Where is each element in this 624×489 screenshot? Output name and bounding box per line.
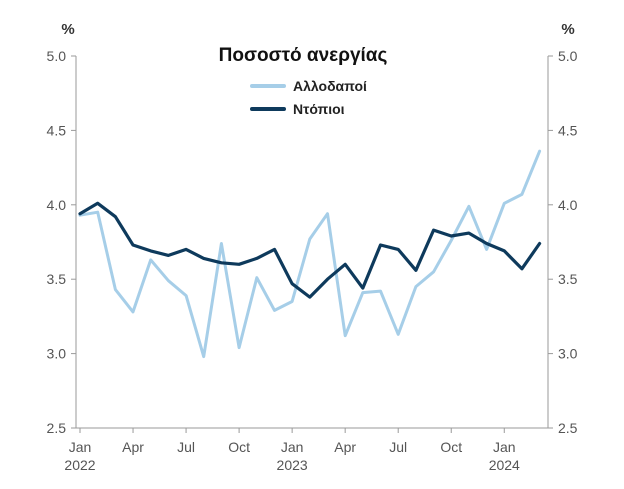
right-axis-unit: % xyxy=(561,21,574,38)
series-line-foreigners xyxy=(78,149,542,359)
x-tick-label: Oct xyxy=(228,439,250,455)
legend-label-foreigners: Αλλοδαποί xyxy=(293,78,367,94)
x-tick-label: Jul xyxy=(389,439,407,455)
right-axis-ticks: 2.5 3.0 3.5 4.0 4.5 5.0 xyxy=(548,48,578,436)
right-tick-label: 3.0 xyxy=(558,346,578,362)
x-year-label: 2022 xyxy=(64,457,95,473)
left-axis-unit: % xyxy=(61,21,74,38)
x-tick-label: Oct xyxy=(440,439,462,455)
left-tick-label: 3.0 xyxy=(47,346,67,362)
right-tick-label: 2.5 xyxy=(558,420,578,436)
right-tick-label: 5.0 xyxy=(558,48,578,64)
x-year-label: 2023 xyxy=(277,457,308,473)
x-tick-label: Jul xyxy=(177,439,195,455)
x-tick-label: Jan xyxy=(493,439,516,455)
series-lines xyxy=(78,149,542,359)
right-tick-label: 4.5 xyxy=(558,122,578,138)
left-tick-label: 3.5 xyxy=(47,271,67,287)
legend-label-natives: Ντόπιοι xyxy=(293,101,345,117)
series-line-natives xyxy=(78,201,542,299)
x-tick-label: Jan xyxy=(69,439,92,455)
left-tick-label: 2.5 xyxy=(47,420,67,436)
left-tick-label: 4.5 xyxy=(47,122,67,138)
x-tick-label: Apr xyxy=(334,439,356,455)
x-tick-label: Jan xyxy=(281,439,304,455)
left-axis-ticks: 2.5 3.0 3.5 4.0 4.5 5.0 xyxy=(47,48,76,436)
x-tick-label: Apr xyxy=(122,439,144,455)
left-tick-label: 5.0 xyxy=(47,48,67,64)
left-tick-label: 4.0 xyxy=(47,197,67,213)
chart-title: Ποσοστό ανεργίας xyxy=(219,45,388,66)
right-tick-label: 4.0 xyxy=(558,197,578,213)
x-year-label: 2024 xyxy=(489,457,520,473)
right-tick-label: 3.5 xyxy=(558,271,578,287)
legend: Αλλοδαποί Ντόπιοι xyxy=(250,78,367,117)
x-axis-ticks: Jan 2022 Apr Jul Oct Jan 2023 Apr Jul Oct Jan 2024 xyxy=(64,428,520,473)
